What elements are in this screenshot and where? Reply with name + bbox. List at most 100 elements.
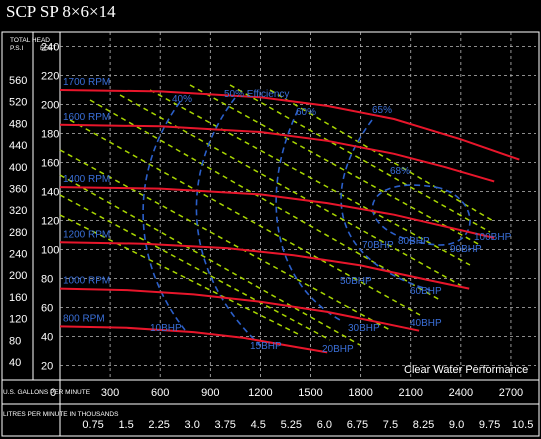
- horsepower-label: 40BHP: [410, 318, 442, 329]
- feet-axis-label: FEET: [40, 45, 57, 52]
- feet-tick-label: 180: [41, 129, 59, 141]
- efficiency-label: 50% Efficiency: [224, 89, 289, 100]
- curve-labels: 1700 RPM 1600 RPM 1400 RPM 1200 RPM 1000 RPM…: [63, 77, 512, 355]
- gpm-tick-label: 2700: [499, 387, 523, 399]
- gpm-tick-label: 300: [101, 387, 119, 399]
- lpm-tick-label: 4.5: [251, 419, 266, 431]
- lpm-tick-label: 9.75: [479, 419, 500, 431]
- clear-water-annotation: Clear Water Performance: [404, 364, 528, 376]
- efficiency-curve: [142, 101, 186, 331]
- psi-tick-label: 320: [9, 205, 27, 217]
- horsepower-label: 100BHP: [474, 232, 512, 243]
- feet-tick-label: 80: [41, 274, 53, 286]
- feet-tick-label: 20: [41, 361, 53, 373]
- feet-tick-label: 60: [41, 303, 53, 315]
- gpm-tick-label: 600: [151, 387, 169, 399]
- horsepower-label: 50BHP: [340, 276, 372, 287]
- lpm-tick-label: 9.0: [449, 419, 464, 431]
- horsepower-label: 60BHP: [410, 286, 442, 297]
- efficiency-curve: [195, 97, 261, 346]
- speed-curve-label: 1000 RPM: [63, 276, 110, 287]
- psi-tick-label: 360: [9, 183, 27, 195]
- psi-tick-label: 440: [9, 140, 27, 152]
- efficiency-curve: [275, 109, 341, 321]
- efficiency-label: 68%: [390, 166, 410, 177]
- gpm-tick-label: 2400: [449, 387, 473, 399]
- gpm-tick-label: 0: [50, 387, 56, 399]
- horsepower-lines: [59, 84, 496, 346]
- speed-curve-label: 800 RPM: [63, 313, 105, 324]
- chart-title: SCP SP 8×6×14: [6, 2, 116, 21]
- gpm-axis-label: U.S. GALLONS PER MINUTE: [3, 389, 91, 396]
- lpm-axis-label: LITRES PER MINUTE IN THOUSANDS: [3, 411, 119, 418]
- horsepower-label: 80BHP: [398, 236, 430, 247]
- horsepower-label: 10BHP: [150, 323, 182, 334]
- gpm-tick-label: 900: [201, 387, 219, 399]
- lpm-tick-label: 10.5: [512, 419, 533, 431]
- psi-tick-label: 160: [9, 292, 27, 304]
- horsepower-label: 30BHP: [348, 323, 380, 334]
- horsepower-label: 20BHP: [322, 344, 354, 355]
- horsepower-label: 15BHP: [250, 341, 282, 352]
- speed-curve-label: 1200 RPM: [63, 229, 110, 240]
- psi-tick-label: 240: [9, 249, 27, 261]
- feet-tick-label: 220: [41, 71, 59, 83]
- lpm-tick-label: 2.25: [148, 419, 169, 431]
- psi-tick-label: 480: [9, 118, 27, 130]
- efficiency-lines: [142, 97, 471, 346]
- feet-tick-label: 160: [41, 158, 59, 170]
- psi-axis-label: P.S.I: [10, 45, 23, 52]
- psi-tick-label: 280: [9, 227, 27, 239]
- efficiency-label: 60%: [296, 107, 316, 118]
- psi-tick-label: 560: [9, 75, 27, 87]
- efficiency-label: 65%: [372, 105, 392, 116]
- feet-tick-label: 240: [41, 42, 59, 54]
- lpm-tick-label: 5.25: [281, 419, 302, 431]
- gpm-tick-label: 2100: [398, 387, 422, 399]
- feet-tick-label: 100: [41, 245, 59, 257]
- plot-frame: [1, 31, 540, 437]
- feet-tick-label: 200: [41, 100, 59, 112]
- feet-tick-label: 140: [41, 187, 59, 199]
- horsepower-line: [69, 119, 421, 316]
- speed-curve: [59, 241, 470, 290]
- psi-tick-label: 200: [9, 270, 27, 282]
- psi-tick-label: 80: [9, 335, 21, 347]
- horsepower-line: [59, 194, 331, 341]
- gpm-tick-label: 1800: [348, 387, 372, 399]
- speed-curve-label: 1400 RPM: [63, 174, 110, 185]
- lpm-tick-label: 6.0: [317, 419, 332, 431]
- horsepower-line: [229, 84, 491, 233]
- lpm-tick-label: 6.75: [347, 419, 368, 431]
- lpm-tick-label: 0.75: [82, 419, 103, 431]
- head-axis-label: TOTAL HEAD: [10, 37, 50, 44]
- psi-tick-label: 400: [9, 162, 27, 174]
- feet-tick-label: 120: [41, 216, 59, 228]
- axis-ticks: 0 300 600 900 1200 1500 1800 2100 2400 2700 0.75 1.…: [9, 42, 533, 432]
- speed-curve-label: 1700 RPM: [63, 77, 110, 88]
- psi-tick-label: 120: [9, 314, 27, 326]
- speed-curve: [59, 89, 520, 161]
- lpm-tick-label: 3.75: [215, 419, 236, 431]
- horsepower-label: 70BHP: [362, 240, 394, 251]
- gpm-tick-label: 1200: [248, 387, 272, 399]
- horsepower-line: [149, 89, 471, 266]
- lpm-tick-label: 3.0: [185, 419, 200, 431]
- lpm-tick-label: 8.25: [413, 419, 434, 431]
- speed-curve: [59, 287, 420, 332]
- speed-curve-label: 1600 RPM: [63, 112, 110, 123]
- feet-tick-label: 40: [41, 332, 53, 344]
- horsepower-line: [59, 174, 361, 346]
- speed-curve: [59, 186, 495, 239]
- grid: [60, 32, 536, 380]
- horsepower-label: 90BHP: [450, 244, 482, 255]
- gpm-tick-label: 1500: [298, 387, 322, 399]
- efficiency-label: 40%: [172, 94, 192, 105]
- horsepower-line: [89, 99, 441, 301]
- lpm-tick-label: 1.5: [118, 419, 133, 431]
- speed-curves: [59, 89, 520, 354]
- psi-tick-label: 40: [9, 357, 21, 369]
- efficiency-curve: [371, 184, 471, 246]
- horsepower-line: [269, 89, 496, 223]
